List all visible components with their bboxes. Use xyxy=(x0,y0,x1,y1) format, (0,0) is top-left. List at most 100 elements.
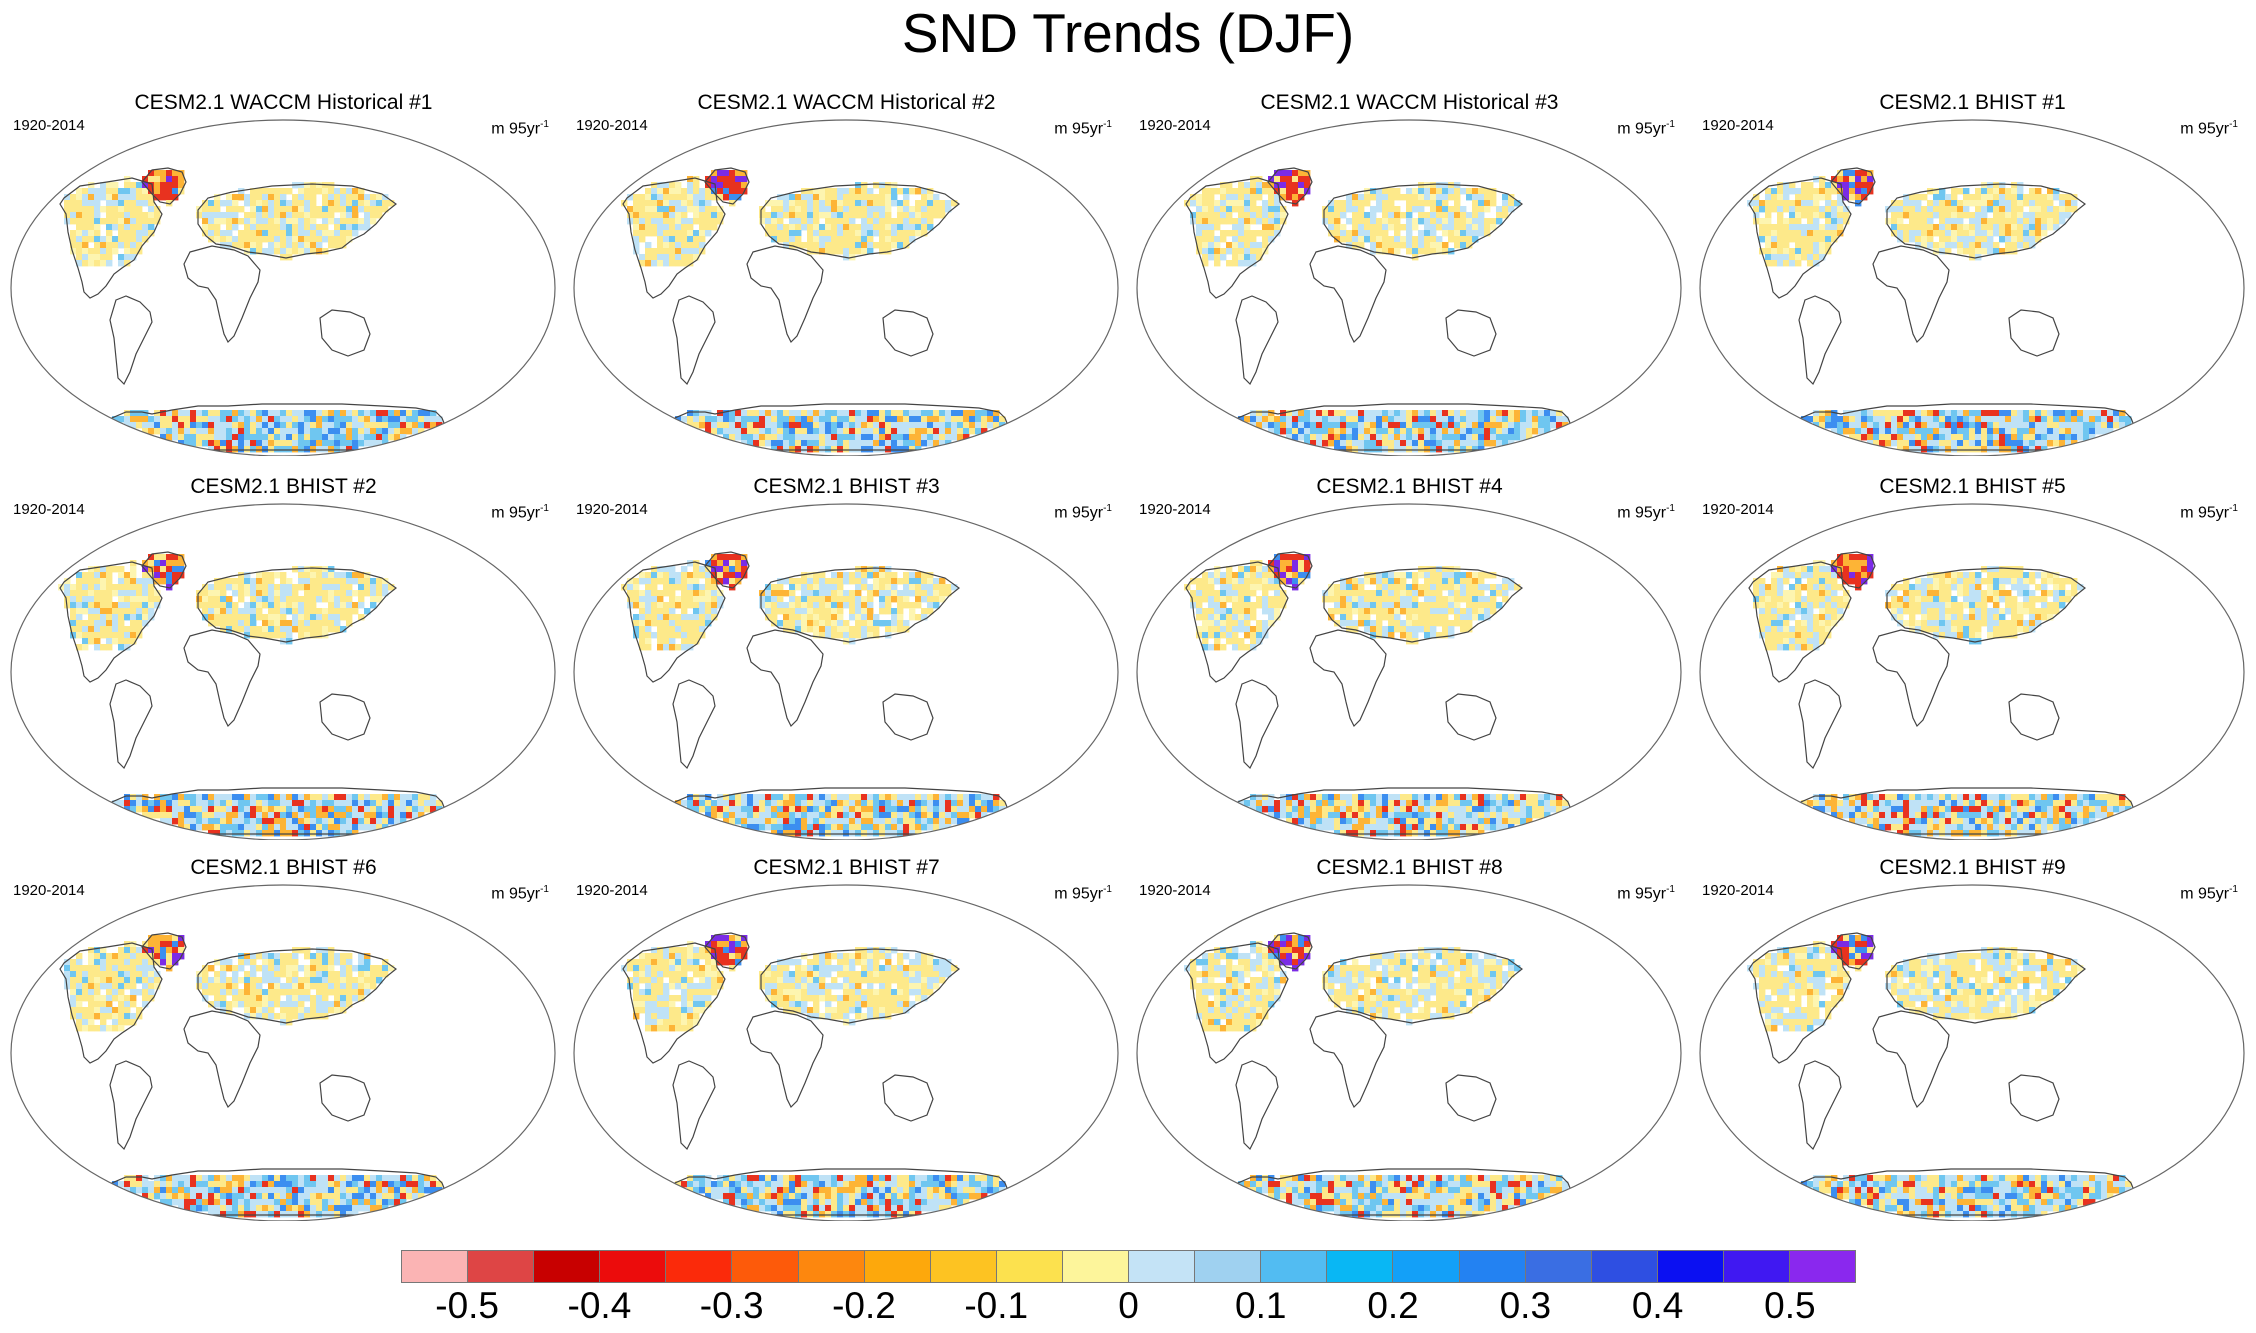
data-cell xyxy=(639,644,646,651)
data-cell xyxy=(861,206,868,213)
data-cell xyxy=(298,614,305,621)
data-cell xyxy=(1304,182,1311,189)
data-cell xyxy=(226,830,233,837)
data-cell xyxy=(298,596,305,603)
data-cell xyxy=(1909,200,1916,207)
data-cell xyxy=(1502,578,1509,585)
data-cell xyxy=(681,602,688,609)
data-cell xyxy=(340,200,347,207)
data-cell xyxy=(1208,224,1215,231)
data-cell xyxy=(232,224,239,231)
data-cell xyxy=(76,206,83,213)
data-cell xyxy=(352,440,359,447)
data-cell xyxy=(112,248,119,255)
data-cell xyxy=(927,188,934,195)
data-cell xyxy=(316,422,323,429)
data-cell xyxy=(244,230,251,237)
data-cell xyxy=(1370,212,1377,219)
data-cell xyxy=(1544,410,1551,417)
data-cell xyxy=(130,182,137,189)
data-cell xyxy=(1250,566,1257,573)
data-cell xyxy=(1867,170,1874,177)
data-cell xyxy=(777,806,784,813)
data-cell xyxy=(100,614,107,621)
data-cell xyxy=(358,416,365,423)
data-cell xyxy=(861,410,868,417)
data-cell xyxy=(879,416,886,423)
data-cell xyxy=(921,608,928,615)
data-cell xyxy=(837,224,844,231)
data-cell xyxy=(100,602,107,609)
data-cell xyxy=(1226,206,1233,213)
data-cell xyxy=(196,410,203,417)
data-cell xyxy=(1388,578,1395,585)
data-cell xyxy=(1202,236,1209,243)
data-cell xyxy=(112,800,119,807)
data-cell xyxy=(849,626,856,633)
data-cell xyxy=(1232,572,1239,579)
data-cell xyxy=(208,434,215,441)
data-cell xyxy=(340,416,347,423)
data-cell xyxy=(1759,230,1766,237)
data-cell xyxy=(346,212,353,219)
data-cell xyxy=(76,260,83,267)
data-cell xyxy=(891,812,898,819)
data-cell xyxy=(789,194,796,201)
data-cell xyxy=(118,242,125,249)
data-cell xyxy=(220,212,227,219)
data-cell xyxy=(687,626,694,633)
data-cell xyxy=(1244,566,1251,573)
data-cell xyxy=(202,800,209,807)
data-cell xyxy=(1993,428,2000,435)
data-cell xyxy=(1322,410,1329,417)
data-cell xyxy=(352,572,359,579)
data-cell xyxy=(340,602,347,609)
data-cell xyxy=(831,428,838,435)
data-cell xyxy=(388,410,395,417)
data-cell xyxy=(681,236,688,243)
data-cell xyxy=(1394,410,1401,417)
data-cell xyxy=(885,416,892,423)
coastline xyxy=(704,167,750,205)
data-cell xyxy=(717,176,724,183)
data-cell xyxy=(1837,200,1844,207)
data-cell xyxy=(280,584,287,591)
data-cell xyxy=(268,578,275,585)
data-cell xyxy=(118,236,125,243)
data-cell xyxy=(244,212,251,219)
data-cell xyxy=(1969,422,1976,429)
data-cell xyxy=(1298,560,1305,567)
data-cell xyxy=(1358,578,1365,585)
data-cell xyxy=(382,812,389,819)
data-cell xyxy=(1460,422,1467,429)
data-cell xyxy=(765,806,772,813)
data-cell xyxy=(208,218,215,225)
data-cell xyxy=(208,224,215,231)
data-cell xyxy=(1783,206,1790,213)
data-cell xyxy=(915,230,922,237)
data-cell xyxy=(771,206,778,213)
data-cell xyxy=(699,194,706,201)
data-cell xyxy=(735,194,742,201)
data-cell xyxy=(250,830,257,837)
data-cell xyxy=(765,218,772,225)
data-cell xyxy=(106,644,113,651)
data-cell xyxy=(711,572,718,579)
data-cell xyxy=(1969,440,1976,447)
data-cell xyxy=(352,416,359,423)
data-cell xyxy=(364,590,371,597)
data-cell xyxy=(1981,200,1988,207)
data-cell xyxy=(813,602,820,609)
data-cell xyxy=(753,428,760,435)
data-cell xyxy=(208,800,215,807)
data-cell xyxy=(633,596,640,603)
data-cell xyxy=(927,818,934,825)
data-cell xyxy=(1214,224,1221,231)
data-cell xyxy=(1454,584,1461,591)
data-cell xyxy=(633,224,640,231)
data-cell xyxy=(1975,236,1982,243)
data-cell xyxy=(1430,206,1437,213)
data-cell xyxy=(795,446,802,453)
data-cell xyxy=(238,584,245,591)
data-cell xyxy=(963,794,970,801)
